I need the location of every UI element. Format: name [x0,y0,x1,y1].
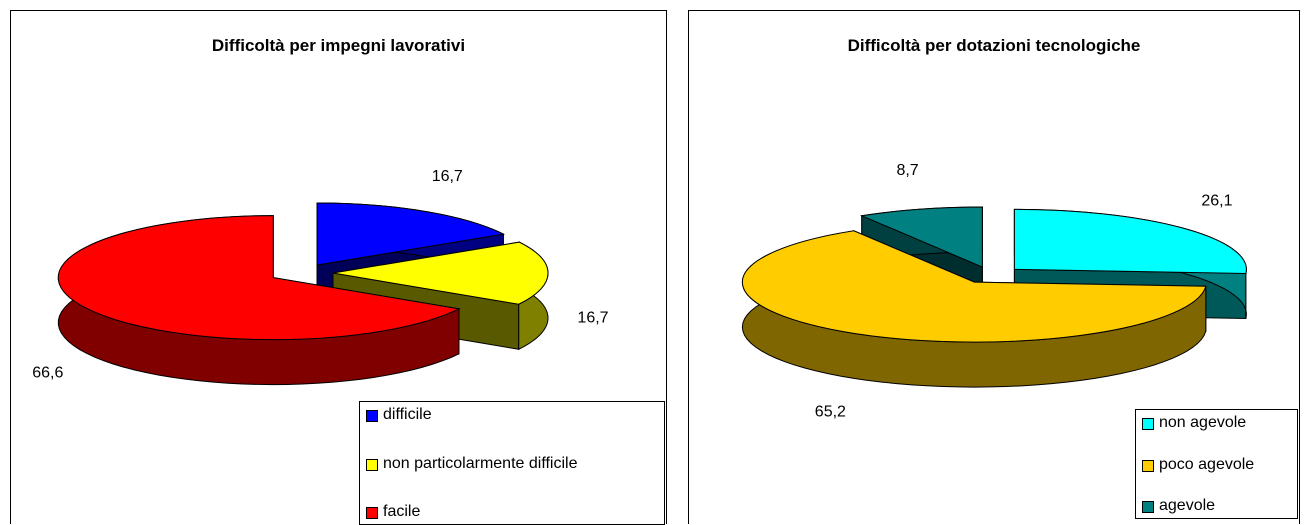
data-label: 66,6 [32,365,63,382]
slice [741,230,1207,388]
legend-swatch [366,458,378,471]
legend-swatch [1142,501,1154,513]
slice-top [57,215,461,341]
data-label: 16,7 [577,310,608,327]
legend: difficile non particolarmente difficile fa… [359,401,665,525]
legend-label: difficile [383,406,432,423]
legend-item: non agevole [1142,414,1291,431]
chart: Difficoltà per dotazioni tecnologiche 8,7… [741,36,1247,421]
legend-item: agevole [1142,497,1291,514]
legend-label: non particolarmente difficile [383,454,578,472]
slice [57,215,461,386]
data-label: 8,7 [896,162,918,179]
data-label: 16,7 [432,168,463,185]
slice-top [859,206,983,268]
legend-label: poco agevole [1159,455,1255,473]
chart: Difficoltà per impegni lavorativi 16,7 16,… [32,36,609,386]
legend-swatch [1142,459,1154,472]
chart-panel: Difficoltà per impegni lavorativi 16,7 16,… [10,10,667,525]
slice-top [332,241,549,305]
legend-swatch [366,507,378,519]
chart-panel: Difficoltà per dotazioni tecnologiche 8,7… [688,10,1300,524]
data-label: 26,1 [1201,192,1232,209]
legend-item: facile [366,503,658,520]
data-label: 65,2 [815,404,846,421]
legend-item: poco agevole [1142,456,1291,473]
legend-item: non particolarmente difficile [366,455,658,472]
slice-top [741,230,1207,343]
legend-label: facile [383,503,421,520]
legend-label: agevole [1159,497,1216,514]
slice-top [1013,208,1247,275]
legend-swatch [1142,418,1154,430]
slice-top [316,202,506,266]
legend-item: difficile [366,406,658,423]
legend-label: non agevole [1159,414,1247,431]
chart-title: Difficoltà per dotazioni tecnologiche [848,36,1141,55]
legend: non agevole poco agevole agevole [1135,409,1298,519]
chart-title: Difficoltà per impegni lavorativi [212,36,465,55]
legend-swatch [366,410,378,422]
